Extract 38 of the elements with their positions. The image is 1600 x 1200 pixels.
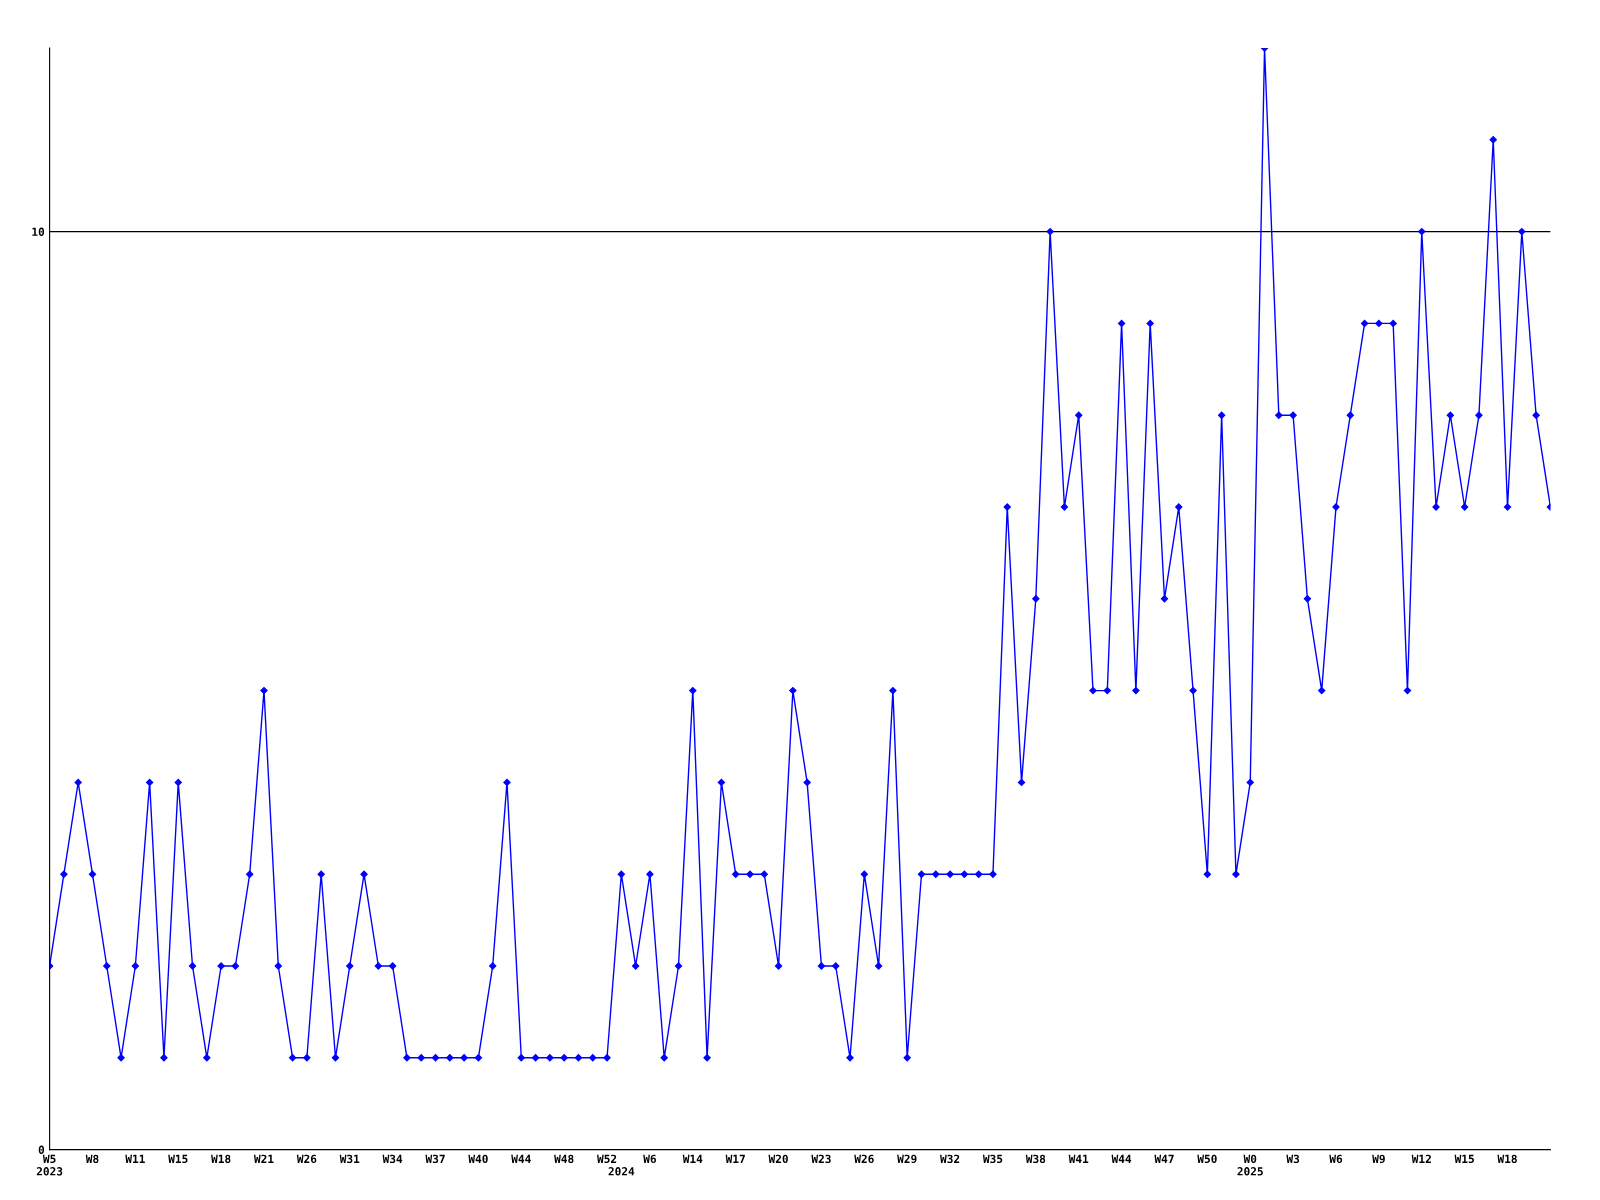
x-tick-label: W38 [1025, 1154, 1046, 1164]
x-tick-label: W44 [511, 1154, 531, 1163]
x-tick-label: W9 [1372, 1154, 1385, 1164]
x-tick-label: W37 [425, 1154, 445, 1164]
x-tick-label: W35 [982, 1154, 1003, 1164]
x-tick-label: W34 [382, 1154, 403, 1164]
x-tick-label: W52 [597, 1154, 617, 1164]
x-tick-label: W6 [643, 1154, 657, 1164]
x-tick-label: 2024 [608, 1167, 635, 1176]
x-tick-label: W29 [897, 1154, 917, 1164]
x-tick-label: W32 [940, 1154, 960, 1164]
x-tick-label: W12 [1411, 1154, 1431, 1163]
x-tick-label: W15 [1454, 1154, 1474, 1164]
x-tick-label: W26 [854, 1154, 874, 1164]
x-tick-label: W41 [1068, 1154, 1089, 1163]
x-tick-label: W40 [468, 1154, 488, 1164]
x-tick-label: W6 [1329, 1154, 1343, 1164]
x-tick-label: W23 [811, 1154, 831, 1164]
x-tick-label: W0 2025 [1237, 1154, 1263, 1176]
y-tick-label: 10 [32, 227, 45, 236]
x-tick-label: W31 [339, 1154, 360, 1164]
x-tick-label: W50 [1197, 1154, 1217, 1164]
x-tick-label: W26 [296, 1154, 317, 1164]
x-tick-label: W5 2023 [36, 1154, 63, 1176]
x-tick-label: W14 [682, 1154, 703, 1163]
x-tick-label: W11 [125, 1154, 145, 1163]
x-tick-label: W20 [768, 1154, 788, 1164]
x-tick-label: W48 [554, 1154, 574, 1164]
x-tick-label: W21 [253, 1154, 274, 1163]
x-tick-label: W18 [211, 1154, 231, 1164]
x-tick-label: W18 [1497, 1154, 1517, 1164]
x-tick-label: W44 [1111, 1154, 1132, 1163]
x-tick-label: W17 [725, 1154, 745, 1163]
x-tick-label: W3 [1286, 1154, 1300, 1164]
x-tick-label: W8 [85, 1154, 99, 1164]
x-tick-label: W47 [1154, 1154, 1174, 1163]
x-tick-label: W15 [168, 1154, 188, 1164]
y-tick-label: 0 [38, 1145, 45, 1154]
